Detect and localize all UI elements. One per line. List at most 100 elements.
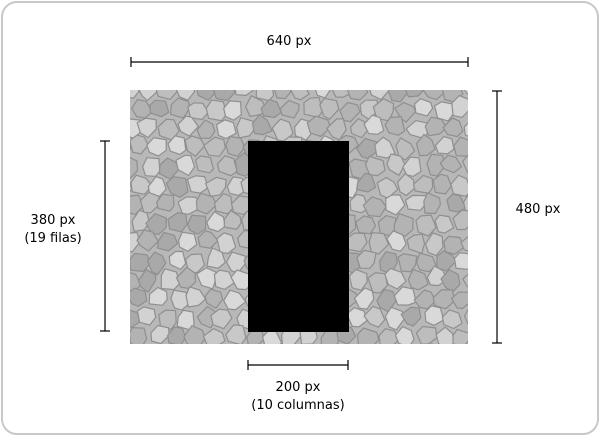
stone-cell (387, 90, 409, 103)
stone-cell (141, 157, 161, 177)
stone-cell (393, 62, 414, 78)
stone-cell (384, 194, 406, 216)
stone-cell (415, 325, 438, 344)
stone-cell (130, 260, 133, 268)
stone-cell (254, 346, 272, 364)
stone-cell (434, 214, 455, 234)
stone-cell (386, 230, 407, 252)
stone-cell (356, 172, 377, 193)
rows-dimension: 380 px (19 filas) (24, 140, 110, 332)
stone-cell (358, 64, 381, 80)
stone-cell (424, 232, 444, 257)
stone-cell (312, 348, 332, 365)
stone-cell (432, 289, 456, 310)
stone-cell (113, 100, 129, 119)
stone-cell (349, 348, 367, 369)
stone-cell (368, 231, 390, 255)
stone-cell (149, 99, 170, 118)
stone-cell (156, 231, 179, 252)
height-dimension: 480 px (492, 90, 561, 344)
stone-cell (98, 272, 117, 290)
stone-cell (339, 58, 358, 79)
stone-cell (155, 90, 179, 101)
stone-cell (371, 348, 390, 366)
stone-cell (471, 137, 490, 158)
stone-cell (436, 250, 457, 272)
stone-cell (422, 90, 447, 101)
stone-cell (136, 306, 157, 326)
stone-cell (184, 135, 206, 157)
stone-cell (185, 286, 207, 308)
stone-cell (461, 154, 468, 174)
stone-cell (395, 137, 416, 161)
stone-cell (386, 153, 406, 177)
stone-cell (216, 155, 238, 177)
stone-cell (415, 214, 437, 237)
stone-cell (362, 196, 387, 218)
stone-cell (205, 99, 228, 122)
stone-cell (450, 174, 468, 197)
stone-cell (331, 90, 352, 98)
stone-cell (303, 96, 324, 118)
stone-cell (103, 81, 122, 99)
stone-cell (446, 193, 467, 213)
stone-cell (330, 345, 352, 365)
stone-cell (460, 235, 468, 252)
stone-cell (404, 194, 427, 211)
stone-cell (363, 305, 386, 328)
stone-cell (402, 156, 422, 178)
columns-dimension: 200 px (10 columnas) (247, 360, 349, 413)
stone-cell (441, 309, 463, 330)
stone-cell (355, 215, 377, 235)
stone-cell (463, 122, 468, 137)
stone-cell (111, 61, 130, 81)
stone-cell (378, 328, 401, 344)
stone-cell (442, 117, 464, 138)
stone-cell (462, 273, 468, 288)
stone-cell (203, 136, 226, 157)
stone-cell (353, 287, 375, 310)
stone-cell (280, 62, 298, 81)
stone-cell (145, 212, 168, 235)
stone-cell (356, 249, 377, 269)
stone-cell (473, 61, 493, 79)
stone-cell (202, 328, 226, 344)
stone-cell (213, 269, 236, 291)
stone-cell (204, 288, 224, 309)
stone-cell (393, 286, 417, 306)
stone-cell (475, 328, 494, 350)
stone-cell (167, 135, 187, 156)
stone-cell (319, 97, 340, 121)
stone-cell (130, 61, 148, 82)
stone-cell (430, 343, 435, 344)
stone-cell (384, 267, 407, 290)
stone-cell (206, 210, 226, 233)
stone-cell (138, 90, 159, 102)
stone-cell (432, 173, 453, 195)
stone-cell (195, 192, 218, 215)
stone-cell (160, 268, 181, 291)
stone-cell (158, 309, 177, 331)
stone-cell (450, 291, 468, 310)
stone-cell (260, 98, 282, 119)
stone-cell (243, 63, 262, 81)
stone-cell (215, 119, 237, 140)
stone-cell (146, 136, 167, 157)
stone-cell (130, 287, 148, 307)
stone-cell (195, 348, 214, 366)
stone-cell (196, 90, 216, 102)
stone-cell (235, 116, 255, 139)
stone-cell (165, 176, 189, 199)
stone-cell (177, 115, 200, 137)
stone-cell (225, 324, 247, 344)
stone-cell (136, 117, 157, 139)
stone-cell (394, 325, 415, 344)
stone-cell (251, 113, 273, 136)
stone-cell (183, 324, 207, 344)
stone-cell (407, 268, 429, 291)
stone-cell (223, 289, 247, 311)
stone-cell (453, 252, 468, 271)
stone-cell (175, 90, 196, 101)
stone-cell (415, 252, 437, 273)
stone-cell (319, 63, 339, 85)
